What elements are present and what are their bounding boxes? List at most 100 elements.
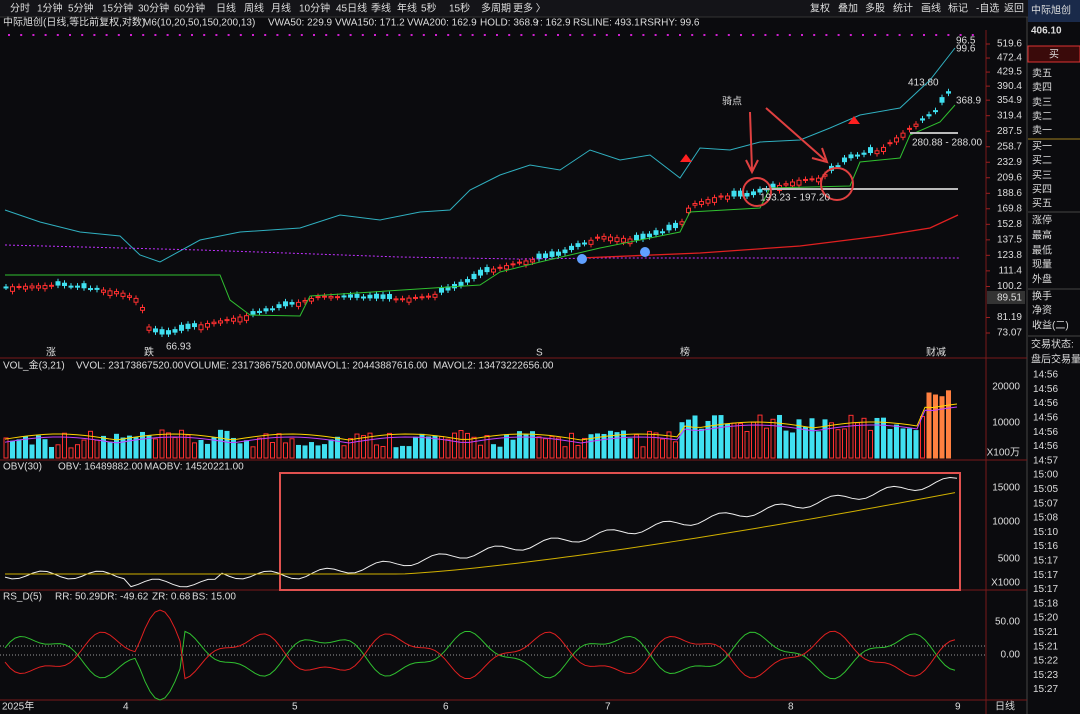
volume-bar xyxy=(452,432,457,459)
x-tick-label: 4 xyxy=(123,702,129,713)
price-tick-label: 390.4 xyxy=(997,81,1022,92)
candle-body xyxy=(159,329,165,335)
mavol-line xyxy=(4,403,958,441)
volume-bar xyxy=(653,432,659,459)
obv-tick: 5000 xyxy=(998,554,1021,565)
volume-bar xyxy=(348,438,353,459)
callout-circle xyxy=(820,167,854,201)
toolbar-action[interactable]: 多股 xyxy=(865,2,885,15)
annotation: 66.93 xyxy=(166,342,191,353)
candle-body xyxy=(842,157,847,163)
price-tick-label: 188.6 xyxy=(997,188,1022,199)
dot-marker xyxy=(630,34,633,36)
event-marker: 跌 xyxy=(144,346,154,359)
candle-body xyxy=(582,242,587,245)
dot-marker xyxy=(8,34,10,36)
dot-marker xyxy=(642,34,645,36)
period-tab[interactable]: 更多 〉 xyxy=(513,2,546,15)
candle-body xyxy=(692,203,698,206)
candle-body xyxy=(439,287,444,293)
candle-body xyxy=(185,323,191,329)
candle-body xyxy=(153,328,158,333)
candle-body xyxy=(127,295,132,298)
period-tab[interactable]: 分时 xyxy=(10,3,30,15)
candle-body xyxy=(673,222,678,229)
volume-bar xyxy=(276,433,282,459)
candle-body xyxy=(62,282,67,287)
period-tab[interactable]: 月线 xyxy=(271,2,291,15)
volume-bar xyxy=(393,447,399,459)
trade-status: 交易状态: xyxy=(1031,338,1074,351)
candle-body xyxy=(705,199,711,204)
candle-body xyxy=(666,224,672,231)
buy-button-bg[interactable] xyxy=(1027,45,1080,63)
toolbar-action[interactable]: 统计 xyxy=(893,2,913,15)
dot-marker xyxy=(325,34,328,36)
volume-bar xyxy=(354,433,360,459)
period-tab[interactable]: 周线 xyxy=(244,2,264,15)
period-tab[interactable]: 日线 xyxy=(216,2,236,15)
volume-bar xyxy=(809,418,815,459)
annotation: 413.80 xyxy=(908,78,939,89)
volume-bar xyxy=(244,440,249,459)
dot-marker xyxy=(447,34,450,36)
volume-bar xyxy=(140,431,145,459)
time-label: 15:27 xyxy=(1033,684,1058,695)
toolbar-action[interactable]: 复权 xyxy=(810,2,830,15)
dot-marker xyxy=(410,34,413,36)
buy-button[interactable]: 买 xyxy=(1049,49,1059,61)
toolbar-action[interactable]: 标记 xyxy=(948,3,968,15)
price-tick-label: 152.8 xyxy=(997,219,1022,230)
period-tab[interactable]: 季线 xyxy=(371,2,391,15)
dot-marker xyxy=(459,34,462,36)
period-tab[interactable]: 15分钟 xyxy=(102,2,133,15)
dot-marker xyxy=(947,34,950,36)
price-tick-label: 111.4 xyxy=(998,266,1022,277)
candle-body xyxy=(699,201,704,205)
volume-bar xyxy=(770,418,776,459)
volume-bar xyxy=(88,430,93,459)
rsd-tick: 0.00 xyxy=(1001,650,1021,661)
price-tick-label: 319.4 xyxy=(997,110,1022,121)
order-book-label: 买四 xyxy=(1032,184,1052,196)
dot-marker xyxy=(886,34,889,36)
toolbar-action[interactable]: -自选 xyxy=(976,2,999,15)
dot-marker xyxy=(862,34,864,36)
candle-body xyxy=(530,259,535,263)
period-tab[interactable]: 年线 xyxy=(397,2,417,15)
period-tab[interactable]: 60分钟 xyxy=(174,2,205,15)
dot-marker xyxy=(618,34,620,36)
volume-bar xyxy=(751,421,756,459)
period-tab[interactable]: 多周期 xyxy=(481,2,511,15)
candle-body xyxy=(322,295,327,298)
volume-header: VVOL: 23173867520.00 xyxy=(76,361,184,372)
volume-bar xyxy=(562,446,568,459)
volume-bar xyxy=(796,419,802,459)
period-tab[interactable]: 5秒 xyxy=(421,2,437,15)
period-tab[interactable]: 5分钟 xyxy=(68,2,94,15)
volume-bar xyxy=(588,434,594,459)
period-tab[interactable]: 45日线 xyxy=(336,2,367,15)
volume-bar xyxy=(705,420,711,459)
period-tab[interactable]: 10分钟 xyxy=(299,2,330,15)
candle-body xyxy=(588,239,594,245)
candle-body xyxy=(276,304,282,308)
period-tab[interactable]: 1分钟 xyxy=(37,2,63,15)
time-label: 15:16 xyxy=(1033,541,1058,552)
candle-body xyxy=(283,301,288,307)
volume-bar xyxy=(907,428,912,459)
x-tick-label: 6 xyxy=(443,702,449,713)
toolbar-action[interactable]: 返回 xyxy=(1004,3,1024,15)
toolbar-action[interactable]: 叠加 xyxy=(838,3,858,15)
volume-bar xyxy=(881,417,886,459)
toolbar-action[interactable]: 画线 xyxy=(921,2,941,15)
period-tab[interactable]: 15秒 xyxy=(449,2,470,15)
obv-unit: X1000 xyxy=(991,578,1020,589)
volume-bar xyxy=(250,446,256,459)
callout-circle xyxy=(742,177,772,207)
candle-body xyxy=(471,273,477,280)
candle-body xyxy=(517,261,522,264)
candle-body xyxy=(244,315,249,321)
period-tab[interactable]: 30分钟 xyxy=(138,2,169,15)
dot-marker xyxy=(252,34,254,36)
